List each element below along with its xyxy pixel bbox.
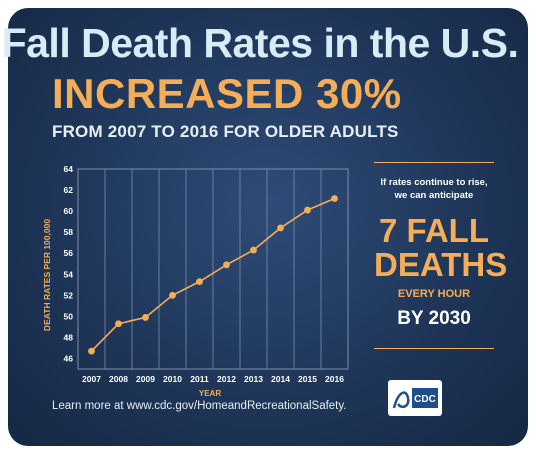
x-tick-label: 2016 [325, 374, 344, 384]
footer-link-text[interactable]: Learn more at www.cdc.gov/HomeandRecreat… [52, 400, 347, 412]
callout-top-rule [374, 162, 494, 163]
y-tick-label: 48 [64, 332, 74, 342]
x-tick-label: 2010 [163, 374, 182, 384]
x-axis-label: YEAR [199, 389, 221, 398]
y-tick-label: 58 [64, 227, 74, 237]
callout-big-line2: DEATHS [374, 246, 508, 283]
subtitle: FROM 2007 TO 2016 FOR OLDER ADULTS [52, 122, 399, 141]
cdc-box [412, 388, 438, 408]
callout-by-year: BY 2030 [397, 308, 471, 329]
cdc-logo-text: CDC [414, 394, 436, 405]
infographic-card [8, 8, 528, 446]
y-tick-label: 64 [64, 164, 74, 174]
data-point [169, 291, 176, 299]
y-axis-label: DEATH RATES PER 100,000 [42, 219, 52, 331]
data-point [115, 320, 122, 328]
data-point [88, 347, 95, 355]
callout-every-hour: EVERY HOUR [397, 288, 471, 300]
y-tick-label: 46 [64, 353, 74, 363]
y-tick-label: 60 [64, 206, 74, 216]
data-point [196, 278, 203, 286]
callout-intro: If rates continue to rise, we can antici… [380, 177, 488, 201]
callout-big-text: 7 FALL DEATHS [374, 212, 508, 283]
data-point [223, 261, 230, 269]
x-tick-label: 2008 [109, 374, 128, 384]
y-tick-label: 50 [64, 311, 74, 321]
x-tick-label: 2009 [136, 374, 155, 384]
callout-big-line1: 7 FALL [378, 212, 489, 249]
x-tick-label: 2012 [217, 374, 236, 384]
x-tick-label: 2013 [244, 374, 263, 384]
data-point [277, 224, 284, 232]
series-line [90, 197, 335, 352]
data-point [142, 314, 149, 321]
hhs-eagle-icon [392, 391, 410, 409]
headline: INCREASED 30% [52, 70, 402, 117]
page-title: Fall Death Rates in the U.S. [1, 20, 519, 66]
y-tick-label: 52 [64, 290, 74, 300]
data-point [304, 206, 311, 214]
data-point [331, 195, 338, 202]
y-tick-label: 54 [64, 269, 74, 279]
y-tick-label: 56 [64, 248, 74, 258]
projection-callout: If rates continue to rise, we can antici… [374, 162, 508, 350]
x-tick-label: 2014 [271, 374, 290, 384]
x-tick-label: 2007 [82, 374, 101, 384]
data-point [250, 246, 257, 254]
y-tick-label: 62 [64, 185, 74, 195]
callout-bottom-rule [374, 348, 494, 349]
x-tick-label: 2011 [190, 374, 209, 384]
x-tick-label: 2015 [298, 374, 317, 384]
cdc-logo: CDC [388, 380, 442, 416]
